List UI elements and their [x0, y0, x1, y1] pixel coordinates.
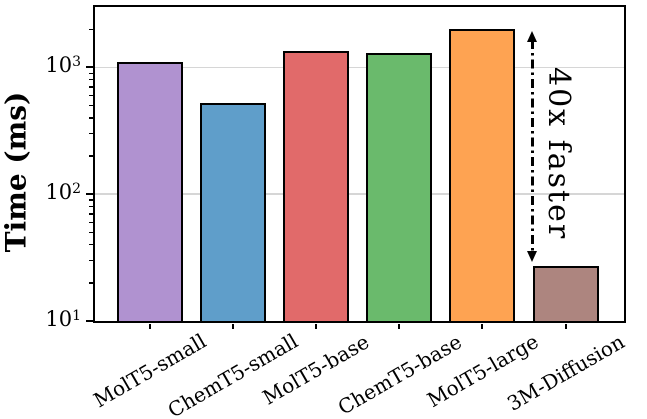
- y-axis-minor-tick: [88, 155, 93, 157]
- y-axis-minor-tick: [88, 213, 93, 215]
- y-axis-minor-tick: [88, 117, 93, 119]
- y-axis-minor-tick: [88, 199, 93, 201]
- y-axis-major-tick: [85, 320, 93, 322]
- bar-MolT5-small: [116, 62, 183, 321]
- x-axis-tick: [481, 324, 484, 329]
- y-axis-label: Time (ms): [0, 91, 33, 253]
- y-axis-minor-tick: [88, 72, 93, 74]
- gridline: [95, 66, 624, 69]
- annotation-40x-faster: 40x faster: [541, 67, 576, 241]
- x-axis-tick: [398, 324, 401, 329]
- gridline: [95, 193, 624, 196]
- y-axis-minor-tick: [88, 231, 93, 234]
- plot-area: 40x faster 101 102 103: [45, 5, 626, 331]
- x-axis-tick: [564, 324, 567, 329]
- y-tick-label: 103: [45, 53, 81, 78]
- bar-MolT5-base: [282, 50, 349, 321]
- y-axis-minor-tick: [88, 282, 93, 284]
- y-axis-minor-tick: [88, 94, 93, 97]
- bar-MolT5-large: [449, 29, 516, 321]
- y-axis-minor-tick: [88, 243, 93, 246]
- arrowhead-down-icon: [527, 251, 537, 262]
- y-axis-minor-tick: [88, 259, 93, 262]
- x-axis-tick: [148, 324, 151, 329]
- y-axis-minor-tick: [88, 79, 93, 81]
- x-axis-tick: [231, 324, 234, 329]
- plot-inner: [95, 7, 624, 321]
- y-axis-major-tick: [85, 193, 93, 196]
- dashed-arrow-line: [531, 40, 534, 253]
- bar-ChemT5-small: [199, 103, 266, 321]
- y-axis-minor-tick: [88, 205, 93, 208]
- y-axis-minor-tick: [88, 86, 93, 88]
- bar-ChemT5-base: [366, 53, 433, 321]
- y-axis-minor-tick: [88, 221, 93, 224]
- y-axis-minor-tick: [88, 104, 93, 107]
- x-axis-tick: [314, 324, 317, 329]
- y-axis-minor-tick: [88, 133, 93, 135]
- double-arrow-icon: [527, 31, 538, 262]
- y-tick-label: 102: [45, 180, 81, 205]
- bar-3M-Diffusion: [532, 266, 599, 321]
- y-axis-major-tick: [85, 66, 93, 69]
- arrowhead-up-icon: [527, 31, 537, 42]
- y-tick-label: 101: [45, 307, 81, 331]
- y-axis-minor-tick: [88, 28, 93, 30]
